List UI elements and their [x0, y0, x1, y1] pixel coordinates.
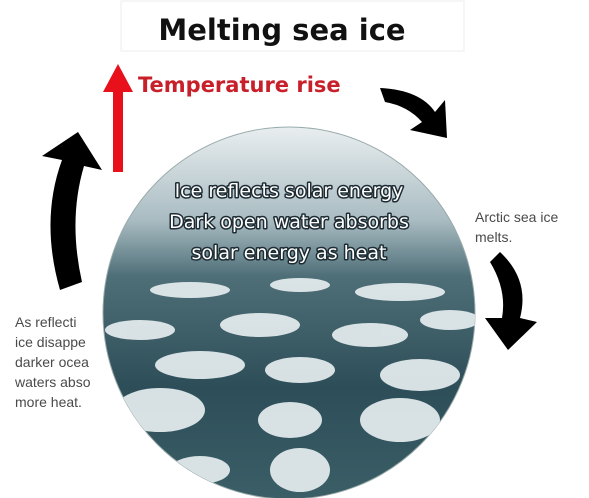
cycle-arrow	[42, 132, 102, 290]
circle-text-line: solar energy as heat	[192, 242, 387, 264]
circle-text-line: Ice reflects solar energy	[175, 180, 404, 202]
arrow-label: Temperature rise	[138, 73, 341, 97]
left-text: As reflecti ice disappe darker ocea wate…	[14, 314, 91, 410]
sea-ice-circle: Ice reflects solar energy Dark open wate…	[102, 126, 476, 498]
right-text-line: melts.	[475, 229, 512, 245]
right-text-line: Arctic sea ice	[475, 209, 558, 225]
title-box	[120, 0, 465, 52]
title: Melting sea ice	[158, 13, 405, 47]
circle-text-line: Dark open water absorbs	[169, 211, 409, 233]
left-text-line: more heat.	[15, 394, 82, 410]
cycle-arrow	[485, 252, 537, 350]
left-text-line: As reflecti	[15, 314, 76, 330]
red-arrow	[103, 64, 133, 172]
left-text-line: darker ocea	[15, 354, 89, 370]
cycle-arrow	[380, 88, 447, 138]
left-text-line: waters abso	[14, 374, 91, 390]
left-text-line: ice disappe	[15, 334, 86, 350]
